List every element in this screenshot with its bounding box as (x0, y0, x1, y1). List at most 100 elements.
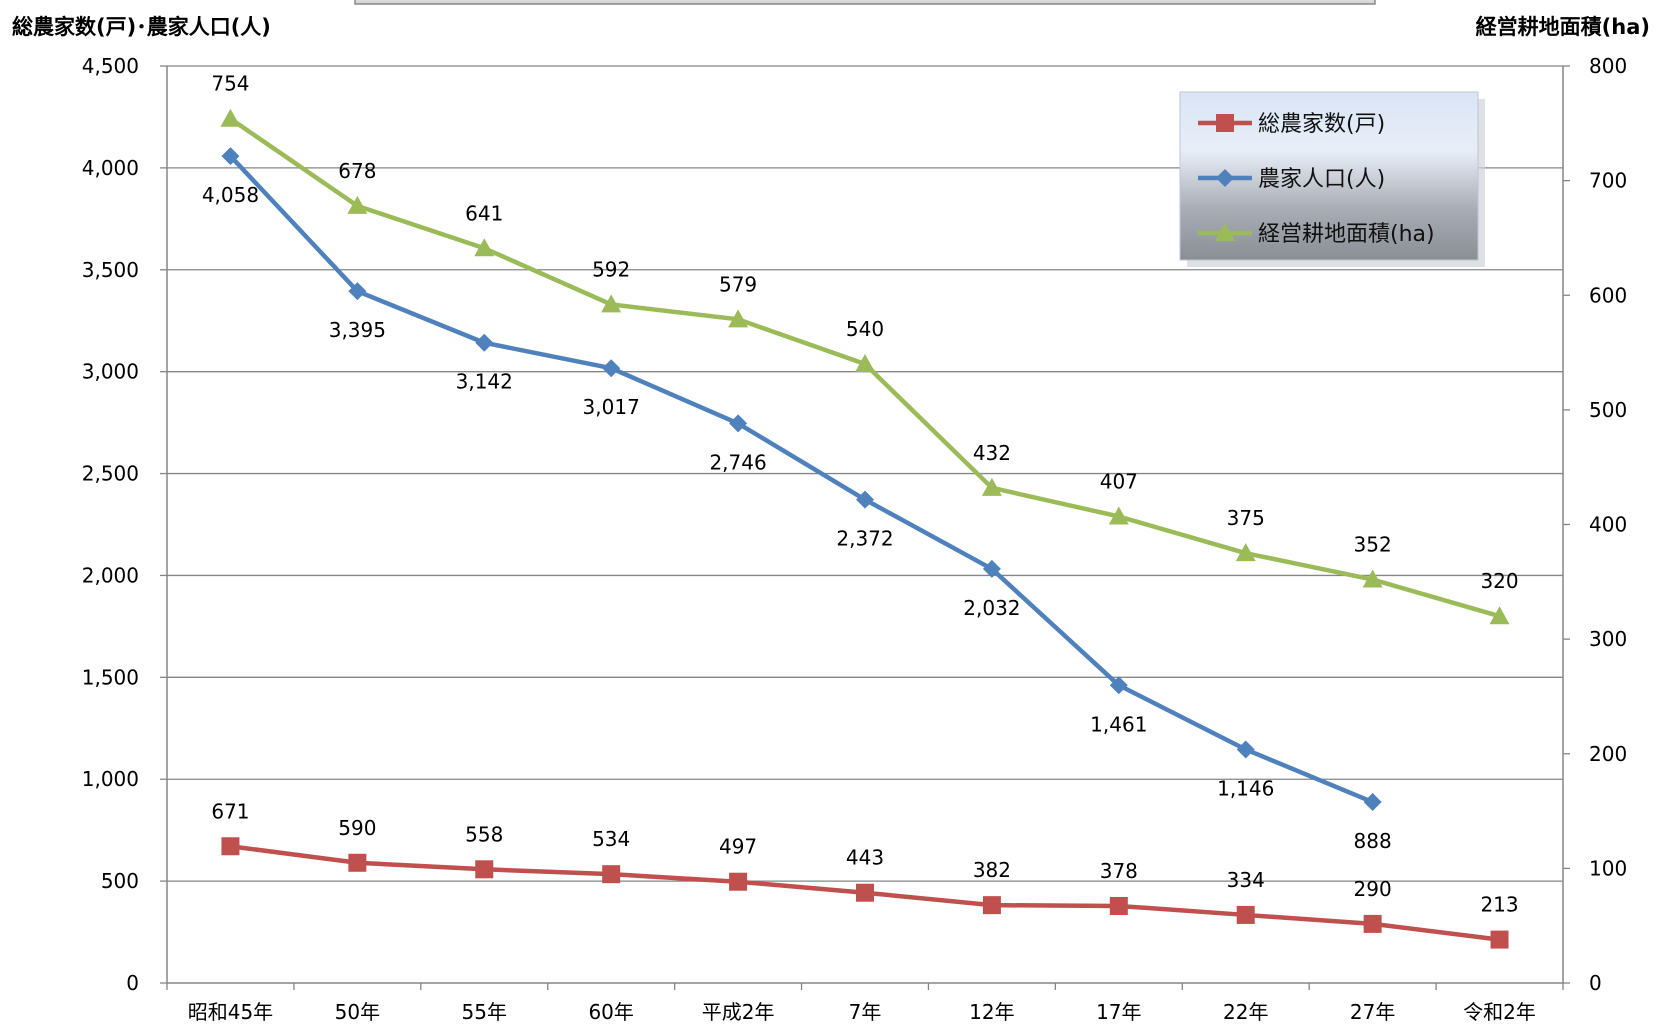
data-point (1236, 905, 1255, 924)
data-point (1490, 930, 1509, 949)
data-label: 407 (1100, 469, 1138, 493)
left-tick-label: 0 (126, 971, 139, 995)
data-label: 3,142 (456, 370, 513, 394)
data-label: 558 (465, 822, 503, 846)
right-tick-label: 400 (1589, 513, 1627, 537)
right-tick-label: 0 (1589, 971, 1602, 995)
left-tick-label: 500 (101, 869, 139, 893)
legend-marker (1216, 169, 1234, 187)
legend-label: 経営耕地面積(ha) (1258, 222, 1435, 247)
legend-marker (1215, 223, 1235, 241)
data-label: 352 (1354, 533, 1392, 557)
left-tick-label: 3,500 (82, 258, 139, 282)
data-label: 678 (338, 159, 376, 183)
left-tick-label: 1,500 (82, 665, 139, 689)
data-point (729, 414, 748, 433)
series-line (228, 154, 1374, 805)
left-tick-label: 4,500 (82, 54, 139, 78)
data-point (982, 896, 1001, 915)
left-axis-title: 総農家数(戸)･農家人口(人) (12, 15, 271, 39)
data-label: 443 (846, 846, 884, 870)
left-tick-label: 2,500 (82, 462, 139, 486)
data-label: 382 (973, 858, 1011, 882)
data-point (348, 282, 367, 301)
data-label: 2,032 (963, 596, 1020, 620)
data-label: 592 (592, 257, 630, 281)
x-tick-label: 平成2年 (702, 1000, 775, 1024)
data-label: 2,372 (836, 527, 893, 551)
right-tick-label: 600 (1589, 283, 1627, 307)
left-tick-label: 3,000 (82, 360, 139, 384)
x-tick-label: 7年 (849, 1000, 882, 1024)
x-tick-label: 22年 (1223, 1000, 1268, 1024)
x-tick-label: 12年 (969, 1000, 1014, 1024)
data-point (1489, 606, 1510, 625)
data-label: 540 (846, 317, 884, 341)
x-tick-label: 55年 (462, 1000, 507, 1024)
data-labels: 671 590 558 534 497 443 382 378 334 290 213 4,058 3,… (202, 72, 1519, 917)
data-label: 888 (1354, 829, 1392, 853)
data-label: 754 (211, 72, 249, 96)
data-label: 290 (1354, 877, 1392, 901)
right-tick-label: 300 (1589, 627, 1627, 651)
left-tick-label: 4,000 (82, 156, 139, 180)
data-point (981, 477, 1002, 496)
data-label: 334 (1227, 868, 1265, 892)
data-label: 3,017 (583, 395, 640, 419)
data-point (1108, 506, 1129, 525)
x-tick-label: 17年 (1096, 1000, 1141, 1024)
left-axis: 0 500 1,000 1,500 2,000 2,500 3,000 3,500 4,000 4… (82, 54, 167, 995)
data-point (856, 883, 874, 902)
right-axis: 0 100 200 300 400 500 600 700 800 (1563, 54, 1627, 995)
data-label: 534 (592, 827, 630, 851)
data-point (855, 354, 875, 373)
data-point (602, 359, 621, 378)
right-tick-label: 700 (1589, 169, 1627, 193)
right-tick-label: 100 (1589, 856, 1627, 880)
data-label: 2,746 (709, 450, 766, 474)
x-axis: 昭和45年 50年 55年 60年 平成2年 7年 12年 17年 22年 27年 令和2年 (166, 983, 1564, 1024)
top-frame-edge (354, 0, 1376, 5)
data-label: 579 (719, 272, 757, 296)
data-point (602, 865, 621, 884)
data-label: 432 (973, 441, 1011, 465)
data-point (1235, 543, 1256, 562)
data-label: 641 (465, 201, 503, 225)
x-tick-label: 27年 (1350, 1000, 1395, 1024)
data-point (601, 294, 622, 313)
data-point (474, 238, 495, 257)
data-point (1363, 914, 1382, 933)
series-group (220, 108, 1510, 949)
legend-marker (1216, 114, 1234, 132)
data-point (1109, 896, 1128, 915)
data-label: 320 (1480, 569, 1518, 593)
legend: 総農家数(戸) 農家人口(人) 経営耕地面積(ha) (1179, 91, 1485, 267)
right-tick-label: 800 (1589, 54, 1627, 78)
data-label: 497 (719, 835, 757, 859)
data-label: 375 (1227, 506, 1265, 530)
left-tick-label: 2,000 (82, 563, 139, 587)
data-point (221, 837, 240, 856)
x-tick-label: 50年 (335, 1000, 380, 1024)
left-tick-label: 1,000 (82, 767, 139, 791)
data-label: 3,395 (329, 318, 386, 342)
data-label: 590 (338, 816, 376, 840)
data-point (347, 195, 368, 214)
data-label: 1,146 (1217, 776, 1274, 800)
right-axis-title: 経営耕地面積(ha) (1476, 15, 1650, 39)
data-point (475, 333, 494, 352)
right-tick-label: 500 (1589, 398, 1627, 422)
data-point (348, 853, 367, 872)
legend-label: 農家人口(人) (1258, 167, 1385, 192)
data-label: 213 (1480, 893, 1518, 917)
data-label: 1,461 (1090, 712, 1147, 736)
data-point (856, 490, 874, 509)
x-tick-label: 昭和45年 (188, 1000, 273, 1024)
legend-label: 総農家数(戸) (1258, 112, 1385, 137)
data-point (729, 872, 748, 891)
data-point (475, 860, 494, 879)
data-label: 671 (211, 799, 249, 823)
data-point (1362, 569, 1383, 588)
data-point (1363, 793, 1382, 812)
